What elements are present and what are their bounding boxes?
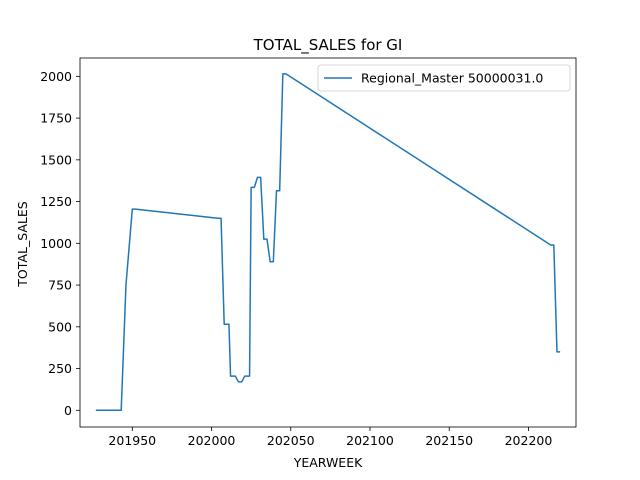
x-tick-label: 202050 [267,433,315,448]
plot-area [79,57,577,428]
y-tick-label: 0 [64,403,72,418]
x-tick-label: 201950 [108,433,156,448]
series-layer [95,73,561,412]
x-tick-label: 202100 [346,433,394,448]
y-tick-label: 1000 [40,236,72,251]
y-tick-label: 750 [48,278,72,293]
legend-box [317,64,571,92]
series-line [95,73,561,412]
y-tick-label: 500 [48,319,72,334]
legend-label: Regional_Master 50000031.0 [361,71,543,86]
x-axis-label: YEARWEEK [293,455,363,470]
x-tick-label: 202150 [425,433,473,448]
x-tick-label: 202200 [505,433,553,448]
x-tick-label: 202000 [188,433,236,448]
y-tick-label: 1500 [40,152,72,167]
y-tick-label: 1250 [40,194,72,209]
plot-frame [79,57,577,428]
y-axis-label: TOTAL_SALES [15,201,30,287]
y-tick-label: 250 [48,361,72,376]
y-tick-label: 2000 [40,69,72,84]
legend: Regional_Master 50000031.0 [317,64,571,92]
y-axis: 0 250 500 750 1000 1250 1500 1750 2000 [40,69,80,418]
y-tick-label: 1750 [40,111,72,126]
x-axis: 201950 202000 202050 202100 202150 202200 [108,427,552,448]
chart-title: TOTAL_SALES for GI [253,36,403,55]
